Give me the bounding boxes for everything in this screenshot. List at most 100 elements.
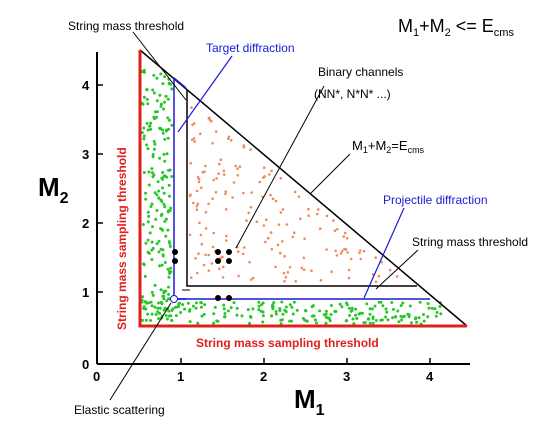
x-axis-title: M1	[294, 384, 325, 419]
scatter-point	[258, 180, 262, 184]
scatter-point	[161, 294, 165, 298]
scatter-point	[271, 197, 275, 201]
scatter-point	[167, 297, 171, 301]
scatter-point	[211, 245, 215, 249]
scatter-point	[163, 75, 166, 79]
scatter-point	[326, 316, 329, 320]
scatter-point	[344, 319, 348, 323]
scatter-point	[224, 192, 227, 196]
scatter-point	[388, 268, 392, 272]
scatter-point	[145, 88, 149, 92]
scatter-point	[252, 276, 255, 280]
scatter-point	[154, 217, 158, 221]
scatter-point	[200, 242, 204, 246]
scatter-point	[155, 209, 159, 212]
scatter-point	[237, 274, 240, 278]
scatter-point	[433, 307, 437, 311]
scatter-point	[391, 307, 395, 311]
scatter-point	[168, 118, 171, 122]
kinematic-limit-label: M1+M2=Ecms	[352, 138, 425, 155]
scatter-point	[332, 219, 335, 222]
scatter-point	[204, 227, 208, 230]
scatter-point	[362, 321, 366, 325]
scatter-point	[153, 191, 157, 195]
scatter-point	[160, 302, 164, 306]
scatter-point	[283, 280, 286, 283]
scatter-point	[158, 93, 162, 97]
scatter-point	[366, 317, 370, 321]
scatter-point	[162, 107, 166, 111]
scatter-point	[181, 303, 185, 307]
scatter-point	[157, 189, 161, 193]
scatter-point	[368, 321, 372, 325]
scatter-point	[149, 127, 153, 131]
scatter-point	[177, 302, 181, 306]
scatter-point	[282, 271, 286, 275]
scatter-point	[274, 265, 277, 269]
scatter-point	[318, 227, 322, 230]
scatter-point	[153, 142, 157, 146]
scatter-point	[141, 295, 145, 299]
scatter-point	[146, 220, 150, 224]
string-threshold-line	[186, 90, 417, 287]
scatter-point	[151, 293, 155, 297]
scatter-point	[274, 312, 278, 316]
scatter-point	[224, 208, 228, 211]
scatter-point	[140, 131, 144, 135]
scatter-point	[434, 314, 438, 318]
scatter-point	[163, 261, 167, 264]
scatter-point	[246, 308, 250, 312]
scatter-point	[236, 167, 239, 170]
scatter-point	[194, 301, 198, 305]
scatter-point	[157, 239, 161, 243]
scatter-point	[212, 312, 216, 316]
scatter-point	[195, 189, 199, 193]
scatter-point	[217, 172, 220, 175]
scatter-point	[390, 301, 394, 304]
scatter-point	[341, 249, 344, 253]
scatter-point	[399, 304, 403, 308]
scatter-point	[235, 313, 239, 317]
scatter-point	[402, 314, 406, 318]
scatter-point	[417, 316, 421, 320]
scatter-point	[148, 124, 151, 128]
scatter-point	[147, 170, 151, 174]
scatter-point	[215, 177, 218, 180]
scatter-point	[150, 202, 154, 206]
scatter-point	[196, 202, 200, 206]
scatter-point	[163, 137, 167, 141]
scatter-point	[251, 307, 255, 311]
scatter-point	[195, 204, 199, 208]
scatter-point	[355, 317, 359, 320]
scatter-point	[166, 97, 170, 101]
scatter-point	[171, 307, 175, 311]
scatter-point	[158, 264, 162, 268]
sampling-threshold-horizontal-label: String mass sampling threshold	[196, 336, 379, 350]
scatter-point	[165, 317, 169, 321]
scatter-point	[160, 200, 164, 203]
scatter-point	[151, 155, 155, 159]
string-threshold-right-label: String mass threshold	[412, 235, 528, 249]
target-diffraction-label: Target diffraction	[206, 41, 295, 55]
scatter-point	[285, 223, 289, 226]
scatter-point	[160, 212, 164, 216]
scatter-point	[145, 121, 149, 125]
scatter-point	[269, 193, 272, 197]
scatter-point	[161, 82, 165, 86]
scatter-point	[279, 176, 283, 180]
scatter-point	[303, 237, 306, 241]
scatter-point	[155, 76, 159, 80]
scatter-point	[221, 255, 224, 259]
blue-pointers	[177, 55, 405, 299]
scatter-point	[250, 278, 253, 281]
scatter-point	[219, 158, 223, 161]
scatter-point	[250, 191, 253, 194]
scatter-point	[193, 140, 196, 143]
scatter-point	[150, 240, 154, 244]
scatter-point	[322, 313, 326, 317]
scatter-point	[241, 252, 245, 256]
scatter-point	[348, 314, 352, 317]
scatter-point	[222, 303, 226, 307]
scatter-point	[166, 136, 170, 140]
scatter-point	[142, 134, 146, 138]
